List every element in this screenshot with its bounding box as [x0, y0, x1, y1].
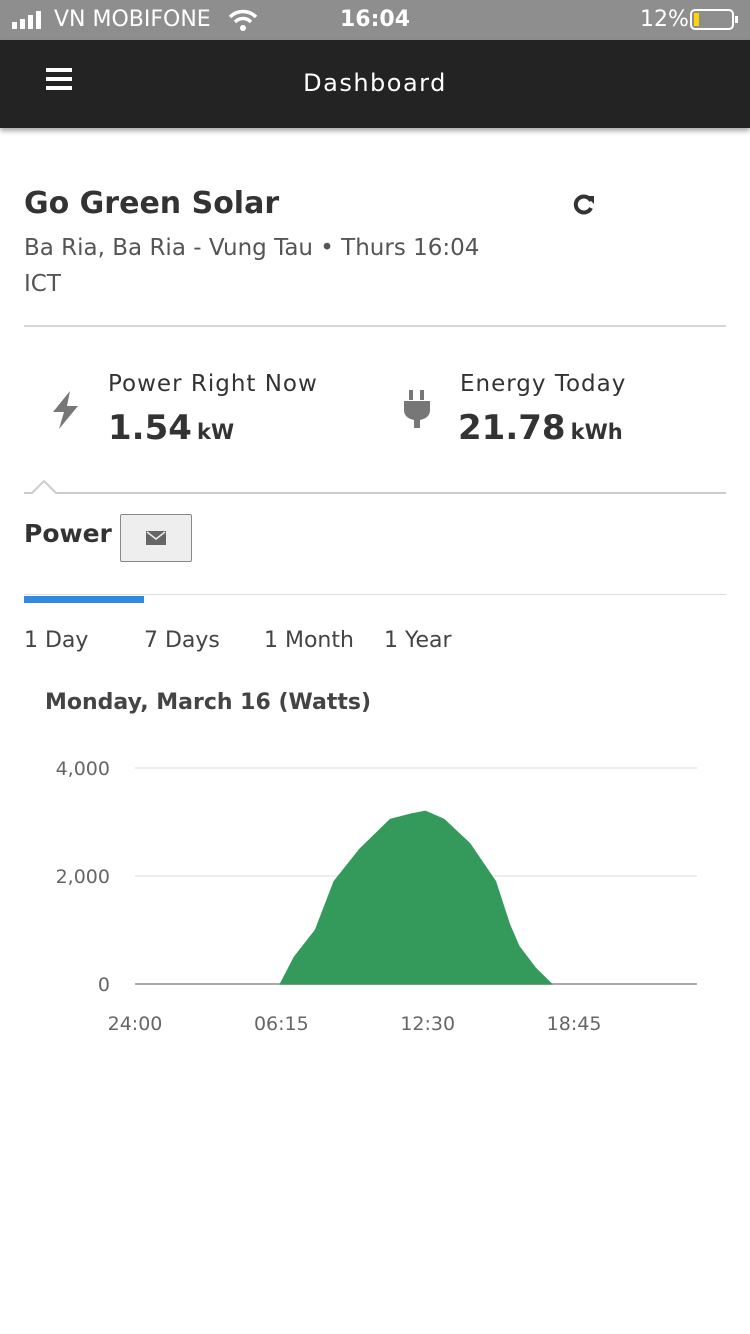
tab-line	[24, 594, 726, 595]
active-tab-indicator	[24, 596, 144, 603]
x-tick-label: 18:45	[547, 1013, 602, 1035]
mail-icon	[146, 531, 166, 545]
email-button[interactable]	[120, 514, 192, 562]
plug-icon	[404, 390, 430, 428]
battery-icon	[690, 9, 738, 30]
chart-title: Monday, March 16 (Watts)	[45, 690, 372, 715]
x-tick-label: 24:00	[108, 1013, 163, 1035]
x-tick-label: 12:30	[400, 1013, 455, 1035]
menu-button[interactable]	[46, 68, 74, 92]
carrier: VN MOBIFONE	[54, 7, 211, 32]
page-title: Dashboard	[303, 69, 447, 97]
tab[interactable]: 1 Month	[264, 628, 354, 653]
tab[interactable]: 7 Days	[144, 628, 220, 653]
metric-label: Power Right Now	[108, 371, 318, 397]
divider	[24, 325, 726, 327]
metric-number: 21.78	[458, 408, 566, 448]
battery-percent: 12%	[640, 7, 689, 32]
divider-pointer	[24, 479, 726, 494]
power-icon	[53, 391, 78, 429]
metric-number: 1.54	[108, 408, 192, 448]
refresh-button[interactable]	[572, 193, 596, 217]
tab[interactable]: 1 Day	[24, 628, 89, 653]
status-bar: VN MOBIFONE 16:04 12%	[0, 0, 750, 40]
chart: 0 2,000 4,000 24:00 06:15 12:30 18:45	[56, 758, 697, 1035]
y-tick-label: 0	[98, 974, 110, 996]
metric-unit: kWh	[570, 420, 623, 444]
site-name: Go Green Solar	[24, 186, 280, 221]
x-tick-label: 06:15	[254, 1013, 309, 1035]
section-title: Power	[24, 519, 112, 548]
wifi-icon	[228, 9, 258, 31]
metric-label: Energy Today	[460, 371, 627, 397]
clock: 16:04	[340, 7, 411, 32]
metric-value: 21.78 kWh	[458, 408, 623, 448]
site-location: Ba Ria, Ba Ria - Vung Tau • Thurs 16:04 …	[24, 235, 480, 297]
y-tick-label: 2,000	[56, 866, 110, 888]
nav-bar: Dashboard	[0, 40, 750, 128]
tab[interactable]: 1 Year	[384, 628, 452, 653]
y-tick-label: 4,000	[56, 758, 110, 780]
area	[279, 810, 554, 985]
signal-icon	[12, 11, 41, 29]
metric-unit: kW	[196, 420, 235, 444]
metric-value: 1.54 kW	[108, 408, 234, 448]
